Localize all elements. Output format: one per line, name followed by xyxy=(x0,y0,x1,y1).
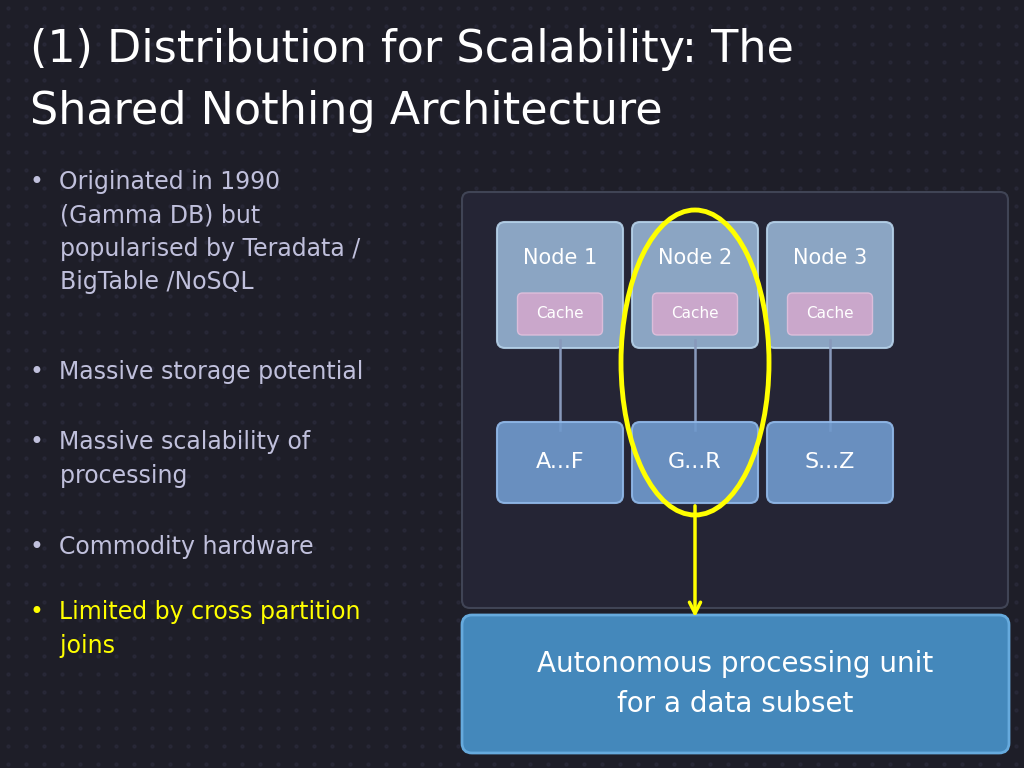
Text: S...Z: S...Z xyxy=(805,452,855,472)
FancyBboxPatch shape xyxy=(767,422,893,503)
Text: (1) Distribution for Scalability: The: (1) Distribution for Scalability: The xyxy=(30,28,794,71)
Text: •  Massive storage potential: • Massive storage potential xyxy=(30,360,364,384)
Text: Cache: Cache xyxy=(537,306,584,322)
Text: •  Originated in 1990
    (Gamma DB) but
    popularised by Teradata /
    BigTa: • Originated in 1990 (Gamma DB) but popu… xyxy=(30,170,360,294)
Text: Node 2: Node 2 xyxy=(657,248,732,268)
FancyBboxPatch shape xyxy=(462,615,1009,753)
FancyBboxPatch shape xyxy=(517,293,602,335)
Text: Shared Nothing Architecture: Shared Nothing Architecture xyxy=(30,90,663,133)
FancyBboxPatch shape xyxy=(652,293,737,335)
Text: •  Commodity hardware: • Commodity hardware xyxy=(30,535,313,559)
Text: Autonomous processing unit
for a data subset: Autonomous processing unit for a data su… xyxy=(538,650,934,717)
FancyBboxPatch shape xyxy=(632,422,758,503)
FancyBboxPatch shape xyxy=(497,422,623,503)
FancyBboxPatch shape xyxy=(787,293,872,335)
Text: •  Limited by cross partition
    joins: • Limited by cross partition joins xyxy=(30,600,360,657)
Text: A...F: A...F xyxy=(536,452,585,472)
Text: Node 1: Node 1 xyxy=(523,248,597,268)
Text: •  Massive scalability of
    processing: • Massive scalability of processing xyxy=(30,430,310,488)
Text: Cache: Cache xyxy=(671,306,719,322)
FancyBboxPatch shape xyxy=(462,192,1008,608)
Text: Node 3: Node 3 xyxy=(793,248,867,268)
Text: Cache: Cache xyxy=(806,306,854,322)
Text: G...R: G...R xyxy=(669,452,722,472)
FancyBboxPatch shape xyxy=(497,222,623,348)
FancyBboxPatch shape xyxy=(632,222,758,348)
FancyBboxPatch shape xyxy=(767,222,893,348)
